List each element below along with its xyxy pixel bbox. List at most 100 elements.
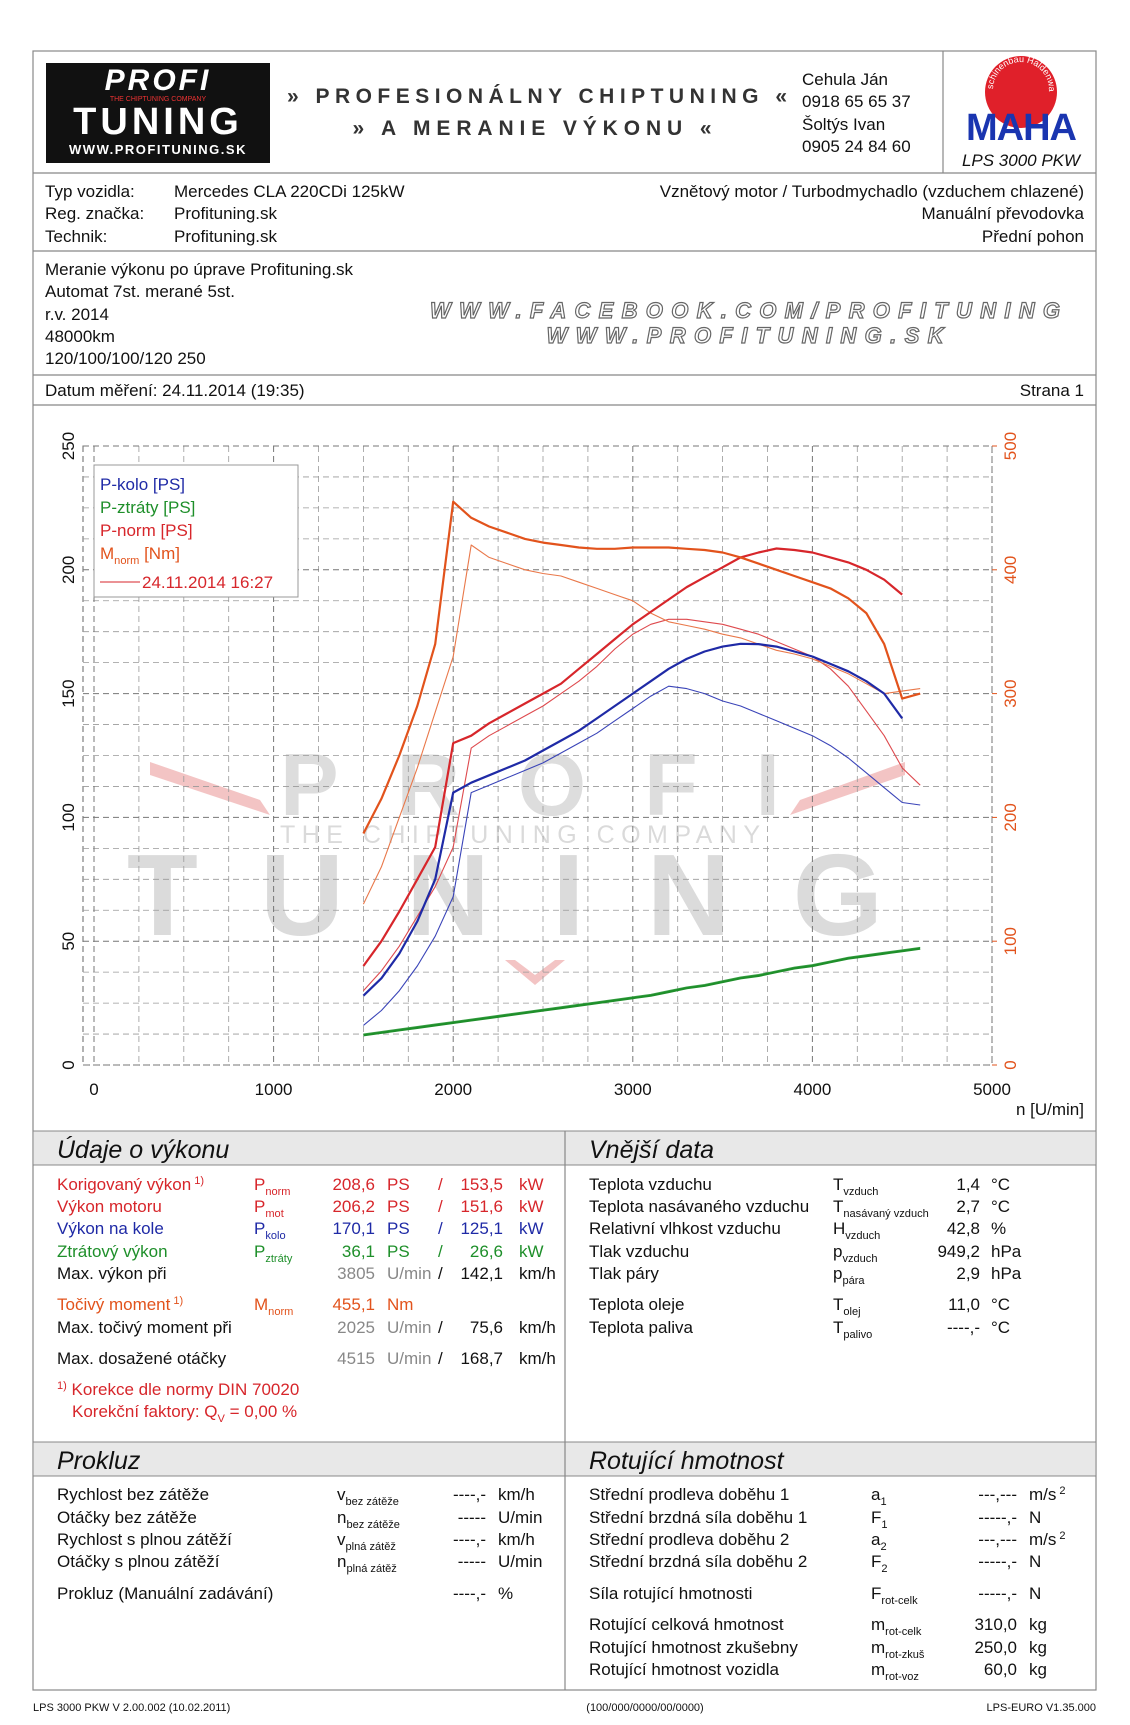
text-part: V	[218, 1413, 226, 1425]
section-title: Vnější data	[589, 1136, 714, 1164]
text-part: Korekce dle normy DIN 70020	[67, 1380, 299, 1399]
table-cell: ----,-	[453, 1584, 486, 1603]
y-tick-label: 100	[59, 803, 78, 831]
text-part: Točivý moment	[57, 1295, 171, 1314]
table-cell: Střední prodleva doběhu 2	[589, 1530, 789, 1549]
table-cell: km/h	[498, 1485, 535, 1504]
table-cell: 2,9	[956, 1264, 980, 1283]
table-cell: Teplota paliva	[589, 1318, 694, 1337]
text-part: v	[337, 1530, 346, 1549]
table-cell: Výkon na kole	[57, 1219, 164, 1238]
x-tick-label: 3000	[614, 1080, 652, 1099]
table-cell: /	[438, 1197, 443, 1216]
text-part: Korigovaný výkon	[57, 1175, 191, 1194]
x-axis-label: n [U/min]	[1016, 1100, 1084, 1119]
table-cell: 949,2	[937, 1242, 980, 1261]
text-part: bez zátěže	[346, 1496, 399, 1508]
table-cell: mrot-zkuš	[871, 1638, 925, 1661]
text-part: P	[254, 1197, 265, 1216]
y-tick-label: 50	[59, 932, 78, 951]
table-cell: Pztráty	[254, 1242, 293, 1265]
table-cell: N	[1029, 1552, 1041, 1571]
table-cell: Korigovaný výkon 1)	[57, 1175, 204, 1194]
series-line	[362, 500, 921, 835]
table-cell: a1	[871, 1485, 887, 1508]
table-cell: -----	[458, 1508, 486, 1527]
text-part: T	[833, 1197, 843, 1216]
section-title: Údaje o výkonu	[57, 1135, 229, 1164]
text-part: T	[833, 1175, 843, 1194]
note-line: r.v. 2014	[45, 305, 109, 324]
watermark-shape	[505, 960, 565, 985]
table-cell: 151,6	[460, 1197, 503, 1216]
table-cell: Síla rotující hmotnosti	[589, 1584, 752, 1603]
text-part: m	[871, 1638, 885, 1657]
table-cell: U/min	[387, 1318, 431, 1337]
table-cell: -----,-	[978, 1508, 1017, 1527]
watermark-shape	[790, 762, 905, 815]
table-cell: km/h	[519, 1349, 556, 1368]
series-line	[363, 947, 921, 1037]
footer-text: (100/000/0000/00/0000)	[586, 1702, 703, 1714]
table-cell: ----,-	[453, 1530, 486, 1549]
table-cell: kW	[519, 1197, 544, 1216]
text-part: 1	[880, 1496, 886, 1508]
table-cell: kW	[519, 1219, 544, 1238]
text-part: rot-voz	[885, 1671, 919, 1683]
table-cell: Pnorm	[254, 1175, 291, 1198]
table-cell: Rotující hmotnost vozidla	[589, 1660, 779, 1679]
text-part: F	[871, 1584, 881, 1603]
maha-circle	[985, 56, 1057, 128]
table-cell: %	[991, 1219, 1006, 1238]
table-cell: vplná zátěž	[337, 1530, 396, 1553]
logo-bottom: TUNING	[73, 101, 243, 143]
vehicle-spec: Vznětový motor / Turbodmychadlo (vzduche…	[660, 182, 1084, 201]
y2-tick-label: 0	[1001, 1060, 1020, 1069]
table-cell: Hvzduch	[833, 1219, 880, 1242]
table-cell: 42,8	[947, 1219, 980, 1238]
table-cell: Pmot	[254, 1197, 284, 1220]
table-cell: /	[438, 1264, 443, 1283]
table-cell: Rychlost s plnou zátěží	[57, 1530, 232, 1549]
table-cell: F2	[871, 1552, 888, 1575]
table-cell: hPa	[991, 1242, 1022, 1261]
table-cell: Nm	[387, 1295, 413, 1314]
table-cell: Otáčky bez zátěže	[57, 1508, 197, 1527]
table-cell: nplná zátěž	[337, 1552, 397, 1575]
text-part: mot	[265, 1208, 283, 1220]
series-line	[363, 685, 921, 1026]
table-cell: km/h	[519, 1264, 556, 1283]
table-cell: Tlak páry	[589, 1264, 659, 1283]
table-cell: nbez zátěže	[337, 1508, 400, 1531]
table-cell: 170,1	[332, 1219, 375, 1238]
section-title: Prokluz	[57, 1447, 141, 1475]
contact: 0905 24 84 60	[802, 137, 911, 156]
text-part: a	[871, 1530, 881, 1549]
table-cell: mrot-voz	[871, 1660, 919, 1683]
maha-model: LPS 3000 PKW	[962, 151, 1082, 170]
footer-text: LPS 3000 PKW V 2.00.002 (10.02.2011)	[33, 1702, 230, 1714]
text-part: pára	[842, 1275, 865, 1287]
table-cell: a2	[871, 1530, 887, 1553]
table-cell: Relativní vlhkost vzduchu	[589, 1219, 781, 1238]
text-part: bez zátěže	[346, 1519, 399, 1531]
text-part: 1	[881, 1519, 887, 1531]
text-part: p	[833, 1242, 842, 1261]
logo-url: WWW.PROFITUNING.SK	[69, 142, 247, 157]
table-cell: °C	[991, 1197, 1010, 1216]
text-part: plná zátěž	[346, 1563, 396, 1575]
table-cell: -----,-	[978, 1584, 1017, 1603]
table-cell: Točivý moment 1)	[57, 1295, 183, 1314]
logo-box	[46, 63, 270, 163]
text-part: 2	[881, 1563, 887, 1575]
note-line: Automat 7st. merané 5st.	[45, 282, 235, 301]
y2-tick-label: 300	[1001, 679, 1020, 707]
text-part: F	[871, 1552, 881, 1571]
table-cell: Střední prodleva doběhu 1	[589, 1485, 789, 1504]
table-cell: vbez zátěže	[337, 1485, 399, 1508]
text-part: m	[871, 1660, 885, 1679]
text-part: vzduch	[843, 1186, 878, 1198]
table-cell: kg	[1029, 1638, 1047, 1657]
table-cell: 60,0	[984, 1660, 1017, 1679]
text-part: T	[833, 1318, 843, 1337]
